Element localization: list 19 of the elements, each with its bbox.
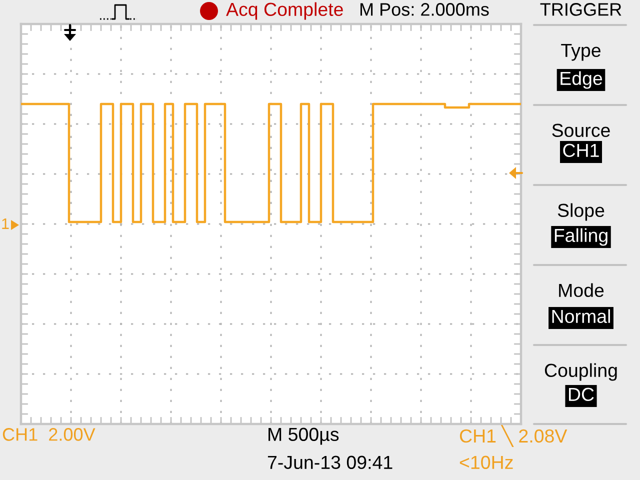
text: CH1 ╲ 2.08V [460, 425, 568, 447]
text: Type [561, 44, 600, 61]
text: Falling [554, 228, 608, 246]
text: Coupling [544, 363, 617, 381]
text: Mode [559, 283, 604, 298]
text: 1 [2, 218, 9, 229]
text: DC [568, 388, 594, 402]
text: Slope [558, 203, 604, 221]
text: CH1 [563, 144, 599, 158]
text: CH1 2.00V [2, 428, 96, 441]
text: 7-Jun-13 09:41 [268, 456, 392, 470]
text: TRIGGER [540, 3, 622, 16]
text: Source [552, 124, 610, 138]
text: M 500µs [268, 428, 339, 445]
text: Normal [552, 309, 610, 324]
text: Edge [560, 71, 602, 89]
text: Acq Complete [226, 2, 343, 20]
text: <10Hz [460, 456, 513, 470]
text: M Pos: 2.000ms [360, 3, 489, 16]
